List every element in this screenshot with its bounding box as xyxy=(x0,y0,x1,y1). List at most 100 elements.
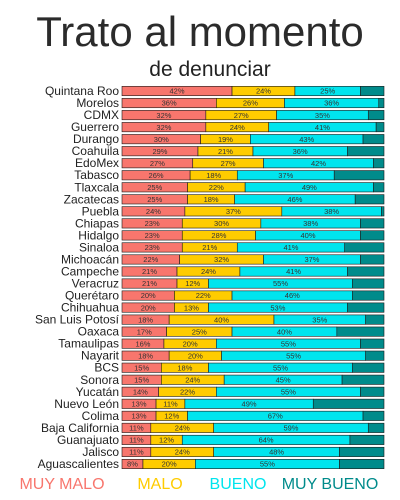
data-label: 21% xyxy=(202,243,217,252)
data-label: 37% xyxy=(278,171,293,180)
legend-entry: MUY BUENO xyxy=(282,476,379,493)
data-label: 27% xyxy=(150,159,165,168)
data-label: 22% xyxy=(209,183,224,192)
bar-segment xyxy=(336,326,385,337)
data-label: 27% xyxy=(234,111,249,120)
data-label: 21% xyxy=(142,279,157,288)
data-label: 24% xyxy=(185,375,200,384)
category-label: Guerrero xyxy=(71,120,119,134)
data-label: 55% xyxy=(273,279,288,288)
category-label: Morelos xyxy=(76,96,119,110)
bar-segment xyxy=(360,218,385,229)
bar-segment xyxy=(339,458,385,469)
chart-subtitle: de denunciar xyxy=(149,58,271,81)
bar-segment xyxy=(352,278,385,289)
data-label: 23% xyxy=(145,243,160,252)
data-label: 55% xyxy=(273,363,288,372)
data-label: 35% xyxy=(315,111,330,120)
data-label: 42% xyxy=(170,87,185,96)
category-label: Colima xyxy=(82,409,120,423)
data-label: 38% xyxy=(324,207,339,216)
data-label: 37% xyxy=(226,207,241,216)
data-label: 55% xyxy=(281,387,296,396)
data-label: 11% xyxy=(129,436,144,445)
data-label: 13% xyxy=(132,400,147,409)
legend-entry: MUY MALO xyxy=(19,476,104,493)
data-label: 21% xyxy=(142,267,157,276)
data-label: 24% xyxy=(146,207,161,216)
data-label: 8% xyxy=(127,460,138,469)
data-label: 32% xyxy=(214,255,229,264)
legend-entry: MALO xyxy=(137,476,182,493)
chart-title: Trato al momento xyxy=(36,8,364,55)
data-label: 42% xyxy=(311,159,326,168)
bar-segment xyxy=(347,266,385,277)
data-label: 46% xyxy=(285,291,300,300)
category-label: Jalisco xyxy=(82,445,119,459)
category-label: Campeche xyxy=(61,264,119,278)
bar-segment xyxy=(354,194,385,205)
data-label: 22% xyxy=(143,255,158,264)
bar-segment xyxy=(367,422,385,433)
data-label: 13% xyxy=(184,303,199,312)
data-label: 11% xyxy=(163,400,178,409)
category-label: Quintana Roo xyxy=(45,84,119,98)
data-label: 55% xyxy=(281,339,296,348)
category-label: Guanajuato xyxy=(57,433,119,447)
bar-segment xyxy=(339,446,385,457)
data-label: 20% xyxy=(162,460,177,469)
data-label: 38% xyxy=(303,219,318,228)
data-label: 23% xyxy=(145,219,160,228)
bar-segment xyxy=(360,86,385,97)
data-label: 17% xyxy=(137,327,152,336)
data-label: 55% xyxy=(286,351,301,360)
category-label: Coahuila xyxy=(72,144,120,158)
data-label: 18% xyxy=(138,351,153,360)
data-label: 24% xyxy=(256,87,271,96)
data-label: 22% xyxy=(196,291,211,300)
bar-segment xyxy=(360,386,385,397)
data-label: 25% xyxy=(147,195,162,204)
category-label: Michoacán xyxy=(61,252,119,266)
data-label: 30% xyxy=(214,219,229,228)
data-label: 36% xyxy=(293,147,308,156)
data-label: 21% xyxy=(218,147,233,156)
data-label: 41% xyxy=(315,123,330,132)
data-label: 23% xyxy=(145,231,160,240)
data-label: 55% xyxy=(260,460,275,469)
legend-entry: BUENO xyxy=(210,476,267,493)
data-label: 36% xyxy=(162,99,177,108)
data-label: 41% xyxy=(286,267,301,276)
category-label: Veracruz xyxy=(72,277,119,291)
data-label: 24% xyxy=(175,448,190,457)
bar-segment xyxy=(362,410,385,421)
data-label: 24% xyxy=(201,267,216,276)
data-label: 35% xyxy=(312,315,327,324)
data-label: 18% xyxy=(206,171,221,180)
data-label: 41% xyxy=(283,243,298,252)
category-label: Durango xyxy=(73,132,119,146)
data-label: 15% xyxy=(134,363,149,372)
category-label: Nayarit xyxy=(81,349,120,363)
data-label: 20% xyxy=(188,351,203,360)
data-label: 59% xyxy=(283,424,298,433)
bar-segment xyxy=(381,206,385,217)
bar-segment xyxy=(375,122,385,133)
category-label: Yucatán xyxy=(76,385,119,399)
category-label: Oaxaca xyxy=(78,325,120,339)
bar-segment xyxy=(367,110,385,121)
data-label: 25% xyxy=(192,327,207,336)
data-label: 36% xyxy=(324,99,339,108)
data-label: 20% xyxy=(141,303,156,312)
bar-segment xyxy=(333,170,385,181)
data-label: 13% xyxy=(132,412,147,421)
bar-segment xyxy=(352,290,385,301)
data-label: 24% xyxy=(175,424,190,433)
category-label: Chiapas xyxy=(75,216,119,230)
bar-segment xyxy=(344,242,385,253)
data-label: 64% xyxy=(259,436,274,445)
data-label: 48% xyxy=(269,448,284,457)
data-label: 20% xyxy=(141,291,156,300)
bar-segment xyxy=(365,350,385,361)
